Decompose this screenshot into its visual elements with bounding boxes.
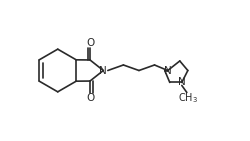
Text: O: O [86,38,94,48]
Text: O: O [86,93,94,103]
Text: CH$_3$: CH$_3$ [177,91,197,105]
Text: N: N [163,66,171,75]
Text: N: N [177,77,185,87]
Text: N: N [99,66,107,75]
